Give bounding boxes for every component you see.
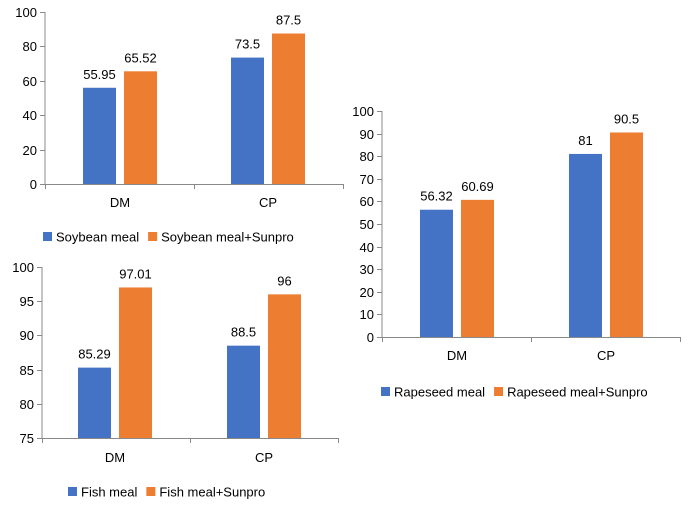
bar-cp-series-2 xyxy=(268,294,301,438)
y-tick-label: 100 xyxy=(352,104,374,119)
x-category-label: CP xyxy=(255,450,273,465)
legend-swatch xyxy=(148,232,158,241)
bar-cp-series-2 xyxy=(610,132,643,337)
legend-label: Fish meal+Sunpro xyxy=(159,485,265,500)
data-label: 97.01 xyxy=(119,266,152,281)
legend-label: Rapeseed meal+Sunpro xyxy=(507,385,648,400)
y-tick-label: 40 xyxy=(360,240,374,255)
data-label: 56.32 xyxy=(420,189,453,204)
y-tick-label: 20 xyxy=(360,285,374,300)
legend: Soybean meal Soybean meal+Sunpro xyxy=(43,230,294,245)
data-label: 65.52 xyxy=(124,50,157,65)
bar-dm-series-1 xyxy=(78,367,111,438)
y-tick-label: 95 xyxy=(20,294,34,309)
y-tick-label: 60 xyxy=(23,74,37,89)
bar-cp-series-2 xyxy=(272,33,305,184)
bar-cp-series-1 xyxy=(227,345,260,438)
data-label: 87.5 xyxy=(276,13,301,28)
bar-dm-series-1 xyxy=(420,209,453,337)
y-tick-label: 30 xyxy=(360,262,374,277)
data-label: 85.29 xyxy=(78,347,111,362)
y-tick-label: 0 xyxy=(30,177,37,192)
y-tick-label: 70 xyxy=(360,172,374,187)
chart-rapeseed: 0 10 20 30 40 50 60 70 80 90 100 56.32 60.69 DM 81 90.5… xyxy=(352,104,681,400)
legend-swatch xyxy=(381,387,390,396)
y-tick-label: 85 xyxy=(20,363,34,378)
y-tick-label: 100 xyxy=(15,5,37,20)
bar-dm-series-2 xyxy=(124,71,157,184)
chart-fish: 75 80 85 90 95 100 85.29 97.01 DM 88.5 96 CP Fish me… xyxy=(12,260,339,500)
y-tick-label: 75 xyxy=(20,431,34,446)
bar-cp-series-1 xyxy=(569,153,602,337)
y-tick-label: 80 xyxy=(20,397,34,412)
y-tick-label: 40 xyxy=(23,108,37,123)
y-tick-label: 100 xyxy=(12,260,34,275)
data-label: 81 xyxy=(578,133,592,148)
x-category-label: DM xyxy=(105,450,125,465)
chart-soybean: 0 20 40 60 80 100 55.95 65.52 DM 73.5 87.5 CP Soybea… xyxy=(15,5,344,245)
y-tick-label: 20 xyxy=(23,143,37,158)
y-tick-label: 0 xyxy=(367,330,374,345)
x-category-label: DM xyxy=(447,348,467,363)
bar-dm-series-2 xyxy=(119,287,152,438)
data-label: 60.69 xyxy=(461,179,494,194)
legend-swatch xyxy=(146,487,156,496)
legend-label: Fish meal xyxy=(81,485,137,500)
x-category-label: CP xyxy=(259,195,277,210)
bar-dm-series-1 xyxy=(83,87,116,184)
y-tick-label: 10 xyxy=(360,307,374,322)
y-tick-label: 80 xyxy=(360,149,374,164)
legend: Fish meal Fish meal+Sunpro xyxy=(68,485,265,500)
data-label: 96 xyxy=(277,273,291,288)
legend-swatch xyxy=(43,232,52,241)
legend-label: Soybean meal xyxy=(56,230,139,245)
y-tick-label: 80 xyxy=(23,39,37,54)
y-tick-label: 50 xyxy=(360,217,374,232)
data-label: 73.5 xyxy=(235,37,260,52)
y-tick-label: 60 xyxy=(360,194,374,209)
bar-cp-series-1 xyxy=(231,57,264,184)
legend: Rapeseed meal Rapeseed meal+Sunpro xyxy=(381,385,648,400)
bar-dm-series-2 xyxy=(461,199,494,337)
y-tick-label: 90 xyxy=(360,127,374,142)
legend-label: Soybean meal+Sunpro xyxy=(161,230,294,245)
x-category-label: CP xyxy=(597,348,615,363)
data-label: 55.95 xyxy=(83,67,116,82)
legend-swatch xyxy=(494,387,504,396)
x-category-label: DM xyxy=(110,195,130,210)
legend-label: Rapeseed meal xyxy=(394,385,485,400)
data-label: 88.5 xyxy=(231,325,256,340)
data-label: 90.5 xyxy=(614,111,639,126)
legend-swatch xyxy=(68,487,77,496)
y-tick-label: 90 xyxy=(20,328,34,343)
